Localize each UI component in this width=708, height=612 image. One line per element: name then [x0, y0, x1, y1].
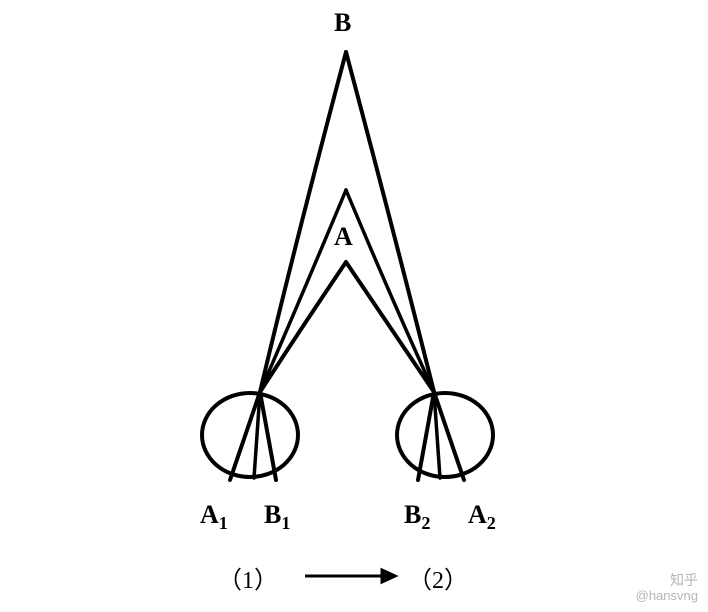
watermark-line2: @hansvng — [636, 588, 698, 604]
label-B2: B2 — [404, 500, 430, 534]
label-B1-sub: 1 — [281, 513, 290, 533]
caption-right: （2） — [408, 560, 468, 595]
label-A1: A1 — [200, 500, 228, 534]
label-B: B — [334, 8, 351, 38]
label-A2: A2 — [468, 500, 496, 534]
label-B1-main: B — [264, 500, 281, 529]
label-A2-sub: 2 — [487, 513, 496, 533]
right-circle — [397, 393, 493, 477]
label-B2-sub: 2 — [421, 513, 430, 533]
label-A2-main: A — [468, 500, 487, 529]
label-A1-main: A — [200, 500, 219, 529]
label-B1: B1 — [264, 500, 290, 534]
watermark: 知乎 @hansvng — [636, 572, 698, 604]
diagram-svg — [0, 0, 708, 612]
left-circle — [202, 393, 298, 477]
watermark-line1: 知乎 — [636, 572, 698, 589]
caption-left: （1） — [218, 560, 278, 595]
arrow — [305, 570, 395, 582]
label-B2-main: B — [404, 500, 421, 529]
label-A1-sub: 1 — [219, 513, 228, 533]
label-A: A — [334, 222, 353, 252]
